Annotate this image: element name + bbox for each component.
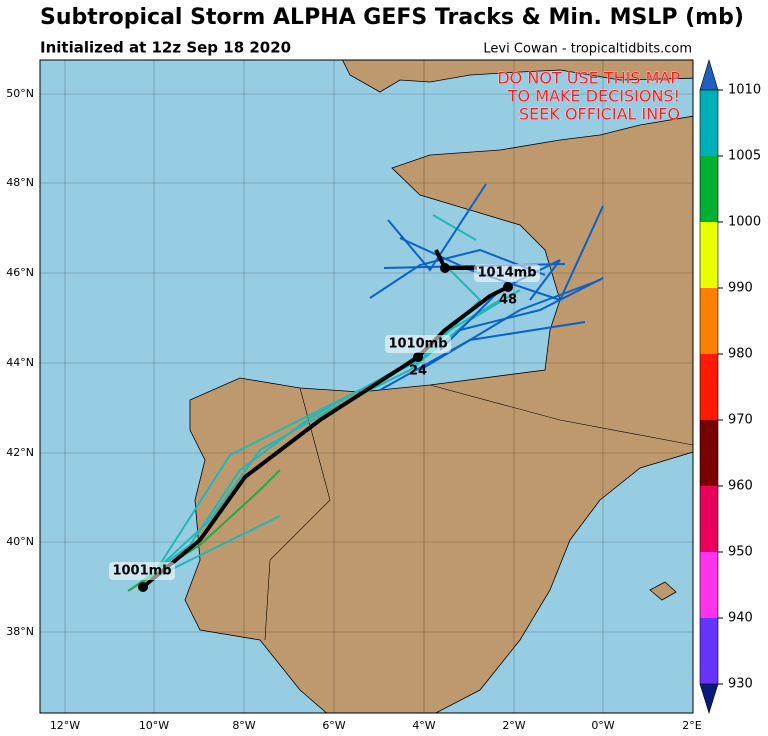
lat-labels: 50°N 48°N 46°N 44°N 42°N 40°N 38°N [6, 87, 34, 638]
frame [39, 59, 694, 714]
track-label: 1001mb [112, 564, 171, 579]
lon-label: 6°W [322, 719, 345, 732]
title: Subtropical Storm ALPHA GEFS Tracks & Mi… [40, 5, 744, 30]
colorbar: 1010 1005 1000 990 980 970 960 950 940 930 [699, 58, 761, 715]
colorbar-label: 990 [728, 281, 753, 296]
track-label: 24 [409, 364, 427, 379]
lon-label: 12°W [50, 719, 80, 732]
warning: TO MAKE DECISIONS! [507, 87, 680, 106]
warning: DO NOT USE THIS MAP [497, 69, 680, 88]
lat-label: 40°N [6, 535, 34, 548]
lon-labels: 12°W 10°W 8°W 6°W 4°W 2°W 0°W 2°E [50, 719, 702, 732]
lat-label: 48°N [6, 176, 34, 189]
lon-label: 4°W [412, 719, 435, 732]
track-label: 48 [499, 293, 517, 308]
colorbar-label: 940 [728, 611, 753, 626]
lon-label: 8°W [232, 719, 255, 732]
colorbar-label: 930 [728, 677, 753, 692]
lon-label: 10°W [139, 719, 169, 732]
colorbar-label: 980 [728, 347, 753, 362]
warning: SEEK OFFICIAL INFO [519, 105, 680, 124]
colorbar-label: 1005 [728, 149, 761, 164]
map: 1014mb 48 1010mb 24 1001mb DO NOT USE TH… [39, 59, 694, 714]
lon-label: 0°W [591, 719, 614, 732]
track-label: 1014mb [477, 266, 536, 281]
lat-label: 38°N [6, 625, 34, 638]
subtitle: Initialized at 12z Sep 18 2020 [40, 39, 291, 57]
mean-track [138, 249, 513, 592]
graticule [40, 60, 693, 713]
credit: Levi Cowan - tropicaltidbits.com [483, 42, 692, 57]
colorbar-label: 960 [728, 479, 753, 494]
lon-label: 2°E [682, 719, 701, 732]
colorbar-label: 1000 [728, 215, 761, 230]
land [184, 60, 693, 713]
colorbar-label: 970 [728, 413, 753, 428]
lon-label: 2°W [502, 719, 525, 732]
track-labels: 1014mb 48 1010mb 24 1001mb [109, 264, 540, 580]
colorbar-label: 1010 [728, 83, 761, 98]
ensemble-tracks [127, 183, 604, 592]
lat-label: 50°N [6, 87, 34, 100]
lat-label: 46°N [6, 266, 34, 279]
lat-label: 42°N [6, 446, 34, 459]
lat-label: 44°N [6, 356, 34, 369]
colorbar-label: 950 [728, 545, 753, 560]
track-label: 1010mb [388, 337, 447, 352]
